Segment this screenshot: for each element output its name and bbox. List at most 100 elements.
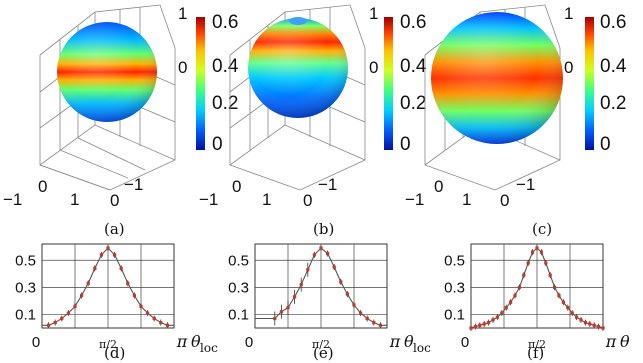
data-point (79, 293, 84, 298)
data-point (86, 281, 90, 285)
x-tick: 1 (70, 190, 79, 209)
data-point (500, 311, 504, 315)
colorbar-tick: 0.6 (400, 12, 426, 33)
data-point (152, 316, 156, 321)
data-point (306, 268, 310, 272)
y-tick-label: 0.3 (444, 279, 465, 296)
data-point (126, 281, 130, 285)
panel-c: 1 0 −1 0 1 0 −1 0.6 0.4 0.2 0 (405, 4, 627, 210)
data-point (292, 295, 297, 299)
data-point (66, 311, 70, 315)
y-tick: −1 (318, 175, 337, 194)
y-tick-label: 0.5 (15, 252, 36, 269)
data-point (508, 300, 513, 304)
y-tick-label: 0.3 (15, 279, 36, 296)
data-point (495, 315, 499, 319)
data-point (579, 318, 583, 322)
data-point (119, 266, 123, 270)
x-axis-label-subscript: loc (200, 341, 218, 355)
caption-f: (f) (527, 344, 544, 362)
z-tick-mid: 0 (564, 58, 573, 77)
data-point (339, 280, 343, 284)
data-point (46, 323, 51, 327)
x-tick-label: π (605, 332, 617, 351)
plot-panel-d: 0.5 0.3 0.1 0 π/2 π θ loc (15, 243, 218, 355)
x-tick: 0 (38, 177, 47, 196)
data-point (469, 326, 473, 330)
caption-a: (a) (104, 220, 125, 238)
y-tick-label: 0.1 (444, 306, 465, 323)
data-point (570, 311, 574, 315)
panel-a: 1 0 −1 0 1 0 −1 0.6 0.4 0.2 0 (a) (3, 4, 239, 210)
x-tick: 1 (462, 190, 471, 209)
data-point (553, 285, 557, 289)
y-tick-label: 0.5 (444, 252, 465, 269)
colorbar-tick: 0.6 (212, 12, 238, 33)
data-point (145, 311, 150, 315)
data-point (583, 320, 588, 325)
x-axis-label-subscript: loc (413, 341, 431, 355)
data-point (279, 310, 283, 314)
z-tick-top: 1 (369, 4, 378, 23)
x-tick-label: 0 (245, 334, 253, 351)
data-point (544, 261, 548, 265)
data-point (487, 320, 491, 325)
data-point (513, 293, 517, 298)
data-point (299, 283, 303, 287)
data-point (99, 253, 104, 257)
colorbar-tick: 0.4 (400, 56, 427, 77)
y-tick-label: 0.3 (228, 279, 249, 296)
x-tick-label: π/2 (528, 338, 546, 351)
z-tick-mid: 0 (178, 58, 187, 77)
x-tick-label: π/2 (312, 338, 330, 351)
x-tick: −1 (3, 190, 22, 209)
y-tick-label: 0.1 (228, 306, 249, 323)
data-point (491, 318, 495, 322)
data-point (566, 306, 570, 310)
data-point (345, 292, 349, 296)
data-point (132, 293, 136, 298)
colorbar-gradient (585, 17, 594, 150)
sphere-cap (289, 17, 307, 25)
x-axis-label: θ (404, 332, 414, 351)
panel-b: 1 0 −1 0 1 0 −1 0.6 0.4 0.2 0 (199, 4, 427, 210)
x-axis-label: θ (191, 332, 201, 351)
data-point (106, 246, 110, 250)
y-tick: −1 (124, 175, 143, 194)
colorbar-tick: 0 (212, 134, 223, 155)
data-point (319, 246, 323, 250)
z-tick-mid: 0 (369, 58, 378, 77)
colorbar-tick: 0.2 (212, 93, 238, 114)
data-point (165, 323, 170, 327)
data-point (60, 316, 64, 321)
y-tick: −1 (516, 175, 535, 194)
colorbar-gradient (196, 17, 205, 150)
x-axis-label: θ (620, 332, 630, 351)
colorbar: 0.6 0.4 0.2 0 (585, 12, 627, 155)
data-point (378, 323, 383, 327)
colorbar-tick: 0.2 (400, 93, 426, 114)
data-point (286, 306, 290, 310)
data-point (526, 261, 530, 265)
y-tick: 0 (303, 191, 312, 210)
data-point (159, 320, 163, 325)
plot-panel-e: 0.5 0.3 0.1 0 π/2 π θ loc (228, 243, 431, 355)
data-point (601, 326, 605, 330)
x-tick-label: 0 (461, 334, 469, 351)
colorbar-gradient (384, 17, 393, 150)
data-point (535, 246, 539, 250)
x-tick: −1 (405, 190, 424, 209)
y-tick-label: 0.5 (228, 252, 249, 269)
data-point (365, 316, 369, 321)
data-point (482, 322, 486, 326)
data-point (597, 325, 601, 329)
data-point (139, 304, 143, 308)
x-tick-label: π/2 (99, 338, 117, 351)
caption-d: (d) (104, 344, 125, 362)
caption-c: (c) (532, 220, 552, 238)
caption-e: (e) (313, 344, 334, 362)
data-point (517, 285, 522, 289)
colorbar-tick: 0.6 (600, 12, 626, 33)
y-tick: 0 (500, 191, 509, 210)
